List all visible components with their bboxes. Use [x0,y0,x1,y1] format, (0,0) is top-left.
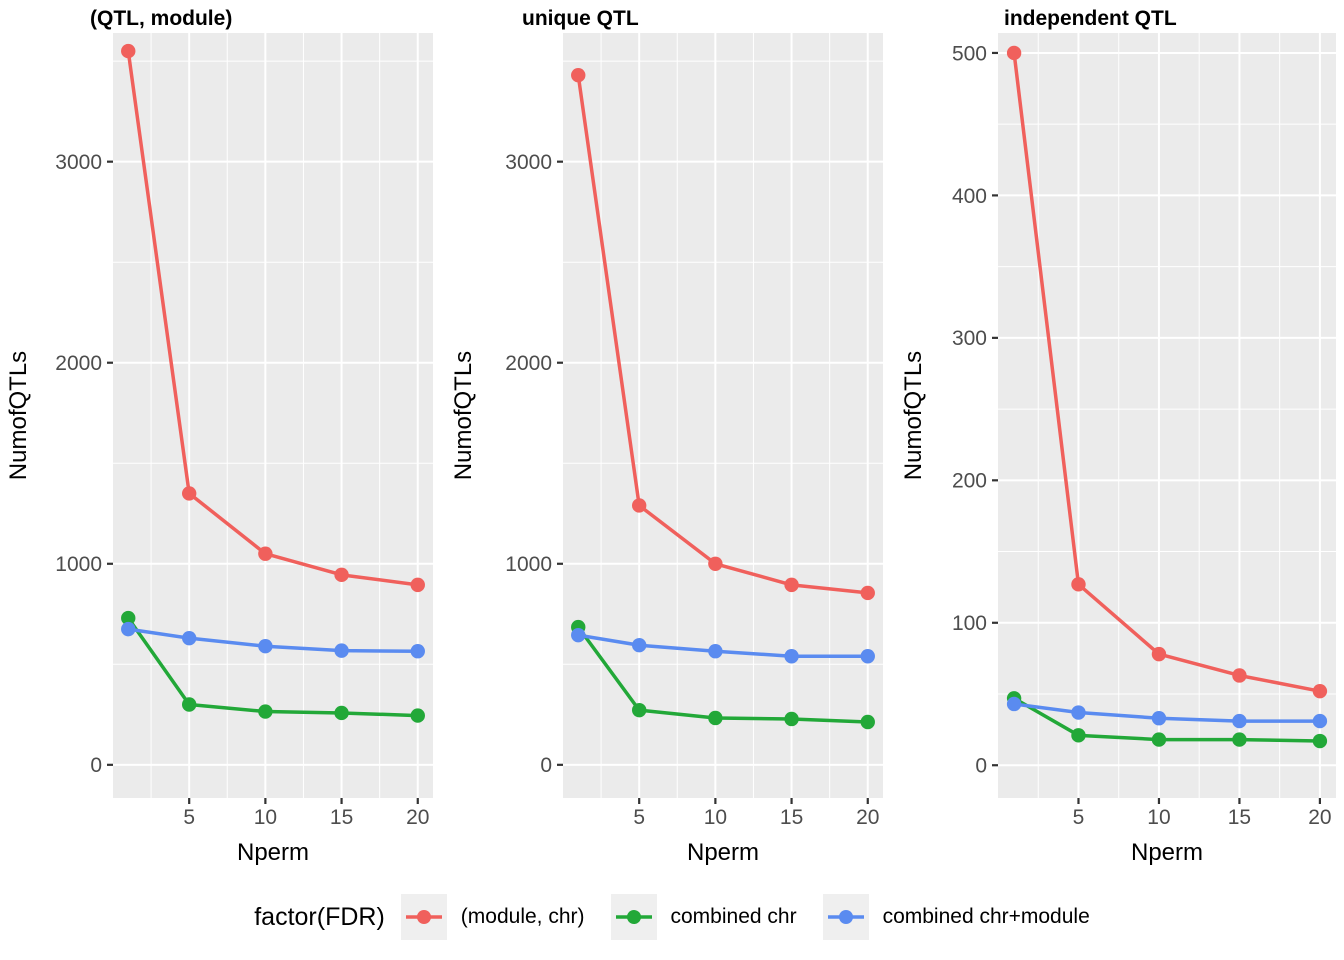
x-tick-label: 5 [183,806,195,829]
data-point [1151,711,1167,726]
legend-title: factor(FDR) [254,902,385,931]
data-point [708,556,723,571]
data-point [860,714,875,730]
y-tick-label: 300 [952,327,987,350]
x-tick-label: 5 [1073,806,1085,829]
line-point-key-icon [610,894,657,940]
x-axis-title: Nperm [687,839,759,866]
data-point [258,704,273,719]
data-point [334,643,349,658]
data-point [121,610,136,626]
data-point [708,710,723,726]
y-axis-title: NumofQTLs [450,351,477,480]
legend-entry-label: combined chr+module [882,905,1090,928]
data-point [1312,733,1328,749]
data-point [410,708,425,723]
data-point [181,630,197,646]
y-tick-label: 500 [952,42,987,65]
data-point [631,498,647,513]
y-axis-title: NumofQTLs [5,351,32,480]
x-tick-label: 5 [633,806,645,829]
data-point [121,43,136,59]
panel-title: unique QTL [522,7,639,30]
data-point [631,702,647,718]
panel-background [563,33,883,798]
data-point [571,68,586,83]
data-point [1312,713,1328,729]
data-point [181,486,197,501]
facet-panel: 0 100 200 300 400 500 5 10 15 20 independent QTL Np… [900,7,1336,866]
y-tick-label: 1000 [505,553,552,576]
data-point [1071,728,1086,743]
x-tick-label: 20 [856,806,879,829]
x-tick-label: 15 [780,806,803,829]
line-point-key-icon [400,894,447,940]
data-point [121,621,136,637]
data-point [1232,668,1247,683]
y-tick-label: 3000 [55,151,102,174]
facet-panel: 0 1000 2000 3000 5 10 15 20 (QTL, module) Nperm Nu… [5,7,433,866]
data-point [784,577,799,593]
panel-title: independent QTL [1004,7,1177,30]
x-tick-label: 15 [330,806,353,829]
y-tick-label: 200 [952,470,987,493]
legend-entry-label: (module, chr) [460,905,585,928]
data-point [334,567,349,583]
data-point [860,649,875,664]
data-point [1232,732,1247,747]
legend-entry-label: combined chr [670,905,797,928]
y-tick-label: 3000 [505,151,552,174]
y-axis-title: NumofQTLs [900,351,927,480]
data-point [1312,683,1328,699]
legend-entry-combined-chr: combined chr [610,894,797,940]
y-tick-label: 400 [952,185,987,208]
y-tick-label: 2000 [505,352,552,375]
data-point [784,649,799,664]
y-tick-label: 0 [540,754,552,777]
data-point [1151,646,1167,662]
legend-entry-module-chr: (module, chr) [400,894,585,940]
y-tick-label: 0 [975,755,987,778]
data-point [1151,732,1167,747]
data-point [631,638,647,653]
panel-background [113,33,433,798]
data-point [571,627,586,643]
data-point [1006,45,1022,61]
data-point [1071,577,1086,592]
data-point [410,644,425,659]
x-tick-label: 20 [406,806,429,829]
x-tick-label: 15 [1228,806,1251,829]
y-tick-label: 0 [90,754,102,777]
x-tick-label: 10 [1147,806,1170,829]
data-point [1232,713,1247,729]
data-point [860,585,875,601]
y-tick-label: 2000 [55,352,102,375]
data-point [708,644,723,659]
x-axis-title: Nperm [237,839,309,866]
data-point [258,639,273,654]
x-axis-title: Nperm [1131,839,1203,866]
panel-title: (QTL, module) [90,7,232,30]
legend: factor(FDR) (module, chr) combined chr c… [0,894,1344,940]
x-tick-label: 10 [704,806,727,829]
x-tick-label: 10 [254,806,277,829]
legend-entry-combined-chr-module: combined chr+module [822,894,1090,940]
data-point [1006,696,1022,712]
facet-panel: 0 1000 2000 3000 5 10 15 20 unique QTL Nperm Numof… [450,7,883,866]
data-point [1071,705,1086,720]
data-point [258,546,273,561]
data-point [784,711,799,727]
data-point [334,705,349,721]
x-tick-label: 20 [1308,806,1331,829]
data-point [410,577,425,593]
data-point [181,697,197,712]
y-tick-label: 1000 [55,553,102,576]
y-tick-label: 100 [952,612,987,635]
line-point-key-icon [822,894,869,940]
